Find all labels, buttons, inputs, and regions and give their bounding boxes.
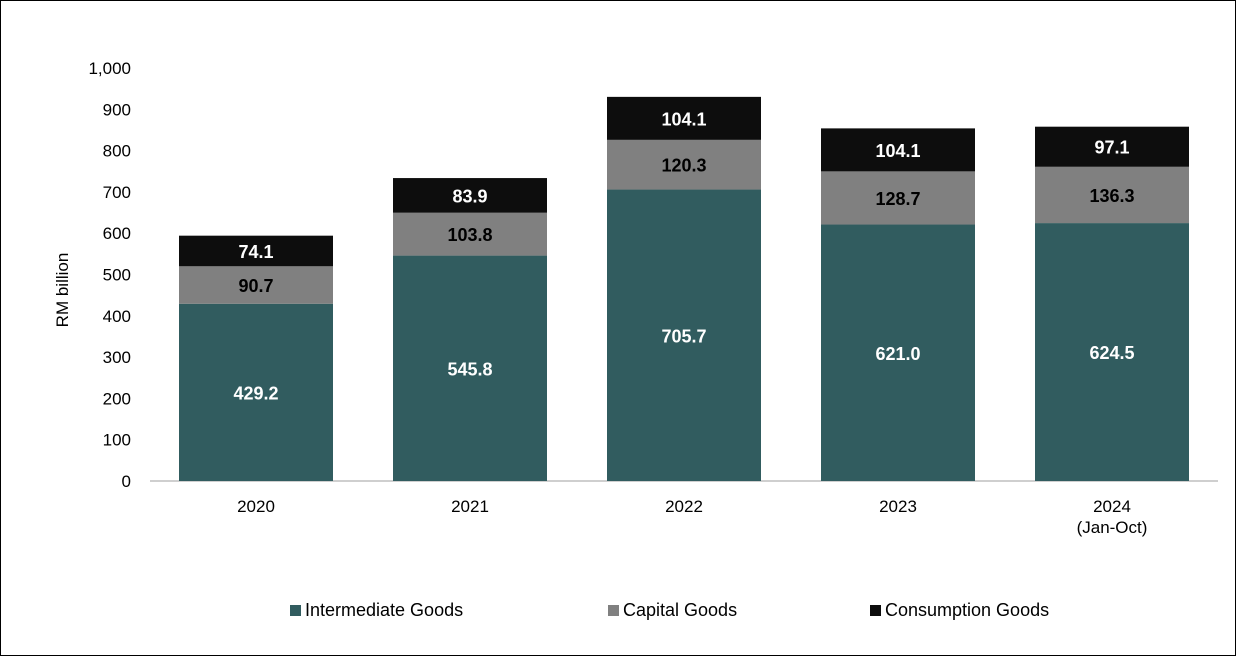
- bar-segment: [607, 189, 761, 481]
- bar-segment: [179, 235, 333, 267]
- y-tick-label: 700: [103, 183, 131, 202]
- bar-segment: [1035, 223, 1189, 482]
- data-label: 545.8: [447, 359, 492, 379]
- data-label: 621.0: [875, 344, 920, 364]
- x-tick-label: 2023: [879, 497, 917, 516]
- y-tick-label: 800: [103, 142, 131, 161]
- data-label: 104.1: [661, 109, 706, 129]
- bar-segment: [607, 96, 761, 140]
- bar-segment: [393, 212, 547, 256]
- x-tick-label: 2024: [1093, 497, 1131, 516]
- y-tick-label: 1,000: [88, 59, 131, 78]
- bar-segment: [393, 255, 547, 481]
- y-tick-label: 0: [122, 472, 131, 491]
- data-label: 136.3: [1089, 186, 1134, 206]
- bar-segment: [821, 128, 975, 172]
- legend: Intermediate Goods Capital Goods Consump…: [0, 600, 1236, 624]
- y-tick-label: 200: [103, 389, 131, 408]
- data-label: 128.7: [875, 189, 920, 209]
- y-tick-label: 400: [103, 307, 131, 326]
- y-tick-label: 300: [103, 348, 131, 367]
- x-tick-label: 2021: [451, 497, 489, 516]
- bar-segment: [821, 224, 975, 482]
- bar-segment: [179, 266, 333, 304]
- legend-item-consumption-goods: Consumption Goods: [870, 600, 1049, 621]
- data-label: 104.1: [875, 141, 920, 161]
- legend-label-capital-goods: Capital Goods: [623, 600, 738, 620]
- x-axis-category-labels: 2020 2021 2022 2023 2024 (Jan-Oct): [237, 497, 1147, 537]
- bar-group: 429.2 90.7 74.1 545.8 103.8 83.9 705.7 120.3 104…: [179, 96, 1189, 482]
- legend-swatch-consumption-goods: [870, 605, 881, 616]
- bar-segment: [393, 178, 547, 213]
- y-tick-label: 500: [103, 266, 131, 285]
- data-label: 429.2: [233, 383, 278, 403]
- data-label: 624.5: [1089, 343, 1134, 363]
- y-axis-title: RM billion: [53, 253, 72, 328]
- data-label: 103.8: [447, 225, 492, 245]
- data-label: 705.7: [661, 327, 706, 347]
- y-axis-tick-labels: 0 100 200 300 400 500 600 700 800 900 1,000: [88, 59, 131, 491]
- x-tick-label: 2020: [237, 497, 275, 516]
- bar-segment: [179, 303, 333, 481]
- y-tick-label: 600: [103, 224, 131, 243]
- legend-label-consumption-goods: Consumption Goods: [885, 600, 1050, 620]
- legend-item-capital-goods: Capital Goods: [608, 600, 737, 621]
- data-label: 97.1: [1094, 138, 1129, 158]
- bar-segment: [607, 139, 761, 190]
- x-tick-label: (Jan-Oct): [1077, 518, 1148, 537]
- bar-segment: [1035, 166, 1189, 224]
- x-tick-label: 2022: [665, 497, 703, 516]
- y-tick-label: 900: [103, 100, 131, 119]
- legend-swatch-intermediate-goods: [290, 605, 301, 616]
- bar-segment: [1035, 126, 1189, 167]
- bar-segment: [821, 171, 975, 225]
- data-label: 120.3: [661, 156, 706, 176]
- data-label: 83.9: [452, 186, 487, 206]
- legend-label-intermediate-goods: Intermediate Goods: [305, 600, 464, 620]
- y-tick-label: 100: [103, 431, 131, 450]
- legend-swatch-capital-goods: [608, 605, 619, 616]
- legend-item-intermediate-goods: Intermediate Goods: [290, 600, 463, 621]
- data-label: 74.1: [238, 242, 273, 262]
- data-label: 90.7: [238, 276, 273, 296]
